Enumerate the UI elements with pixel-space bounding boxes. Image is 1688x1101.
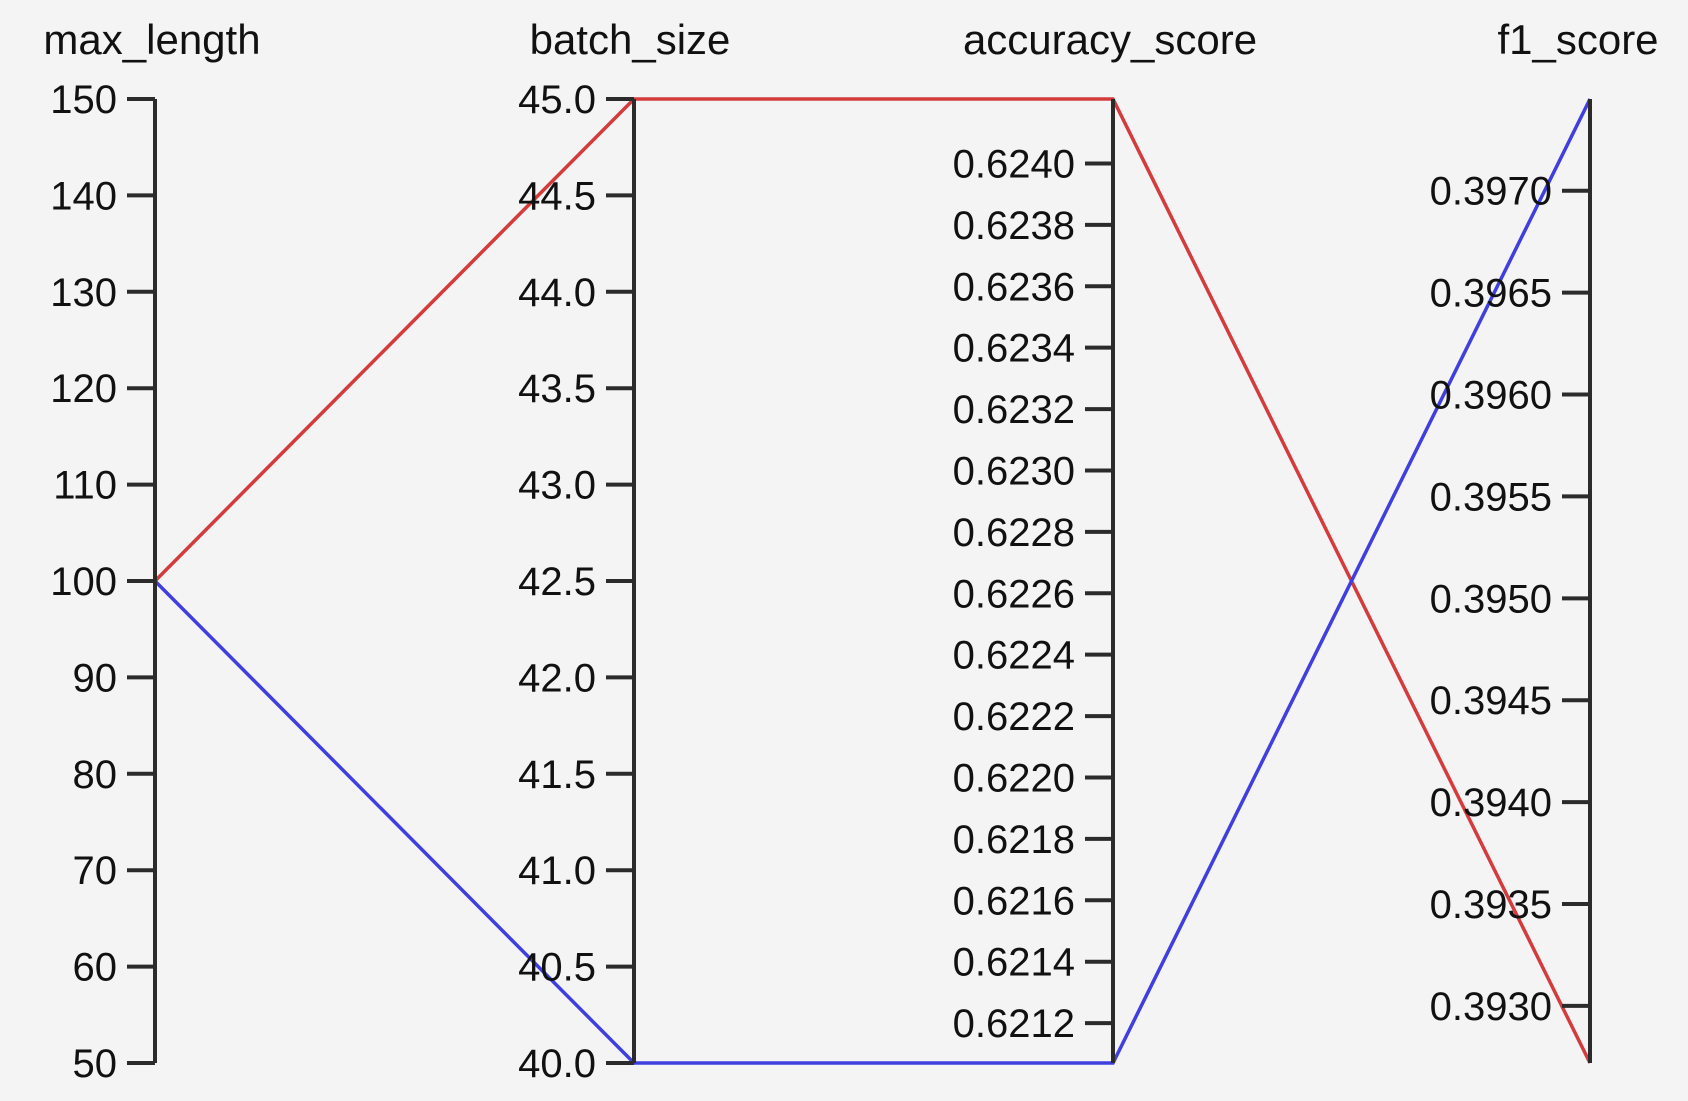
tick-label: 43.0 [518, 464, 596, 508]
tick-label: 0.3950 [1430, 577, 1552, 621]
tick-label: 50 [73, 1042, 118, 1086]
tick-label: 0.3960 [1430, 374, 1552, 418]
axis-accuracy-score: accuracy_score 0.6212 0.6214 0.6216 0.6218 0.… [953, 16, 1257, 1063]
axis-title: batch_size [530, 16, 731, 63]
tick-label: 0.6228 [953, 511, 1075, 555]
axis-title: max_length [43, 16, 260, 63]
tick-label: 41.5 [518, 753, 596, 797]
tick-label: 40.5 [518, 946, 596, 990]
tick-label: 42.5 [518, 560, 596, 604]
tick-label: 45.0 [518, 78, 596, 122]
tick-label: 42.0 [518, 656, 596, 700]
tick-label: 0.3935 [1430, 883, 1552, 927]
axes: max_length 50 60 70 80 90 100 110 120 130 140 150 ba… [43, 16, 1658, 1086]
tick-label: 44.0 [518, 271, 596, 315]
tick-label: 0.6236 [953, 265, 1075, 309]
tick-label: 70 [73, 849, 118, 893]
tick-label: 41.0 [518, 849, 596, 893]
tick-label: 0.3940 [1430, 781, 1552, 825]
tick-label: 44.5 [518, 174, 596, 218]
axis-max-length: max_length 50 60 70 80 90 100 110 120 130 140 150 [43, 16, 260, 1086]
tick-label: 150 [50, 78, 117, 122]
axis-title: f1_score [1497, 16, 1658, 63]
tick-label: 0.3970 [1430, 170, 1552, 214]
axis-f1-score: f1_score 0.3930 0.3935 0.3940 0.3945 0.3950 0.… [1430, 16, 1659, 1063]
tick-label: 120 [50, 367, 117, 411]
tick-label: 0.3955 [1430, 475, 1552, 519]
series-line-2 [153, 98, 1592, 1065]
tick-label: 0.3930 [1430, 985, 1552, 1029]
tick-label: 140 [50, 174, 117, 218]
tick-label: 110 [53, 464, 117, 508]
tick-label: 0.6214 [953, 941, 1075, 985]
tick-label: 0.6212 [953, 1002, 1075, 1046]
tick-label: 0.6240 [953, 142, 1075, 186]
tick-label: 0.3965 [1430, 272, 1552, 316]
axis-batch-size: batch_size 40.0 40.5 41.0 41.5 42.0 42.5 43.0 43… [518, 16, 730, 1086]
series-line-1 [153, 97, 1592, 1064]
tick-label: 0.6226 [953, 572, 1075, 616]
tick-label: 80 [73, 753, 118, 797]
tick-label: 0.6234 [953, 327, 1075, 371]
tick-label: 0.6216 [953, 879, 1075, 923]
tick-label: 0.6224 [953, 634, 1075, 678]
tick-label: 100 [50, 560, 117, 604]
tick-label: 130 [50, 271, 117, 315]
tick-label: 0.6238 [953, 204, 1075, 248]
tick-label: 0.6220 [953, 756, 1075, 800]
tick-label: 0.6218 [953, 818, 1075, 862]
tick-label: 0.6230 [953, 449, 1075, 493]
tick-label: 40.0 [518, 1042, 596, 1086]
axis-title: accuracy_score [963, 16, 1257, 63]
series-lines [153, 97, 1592, 1065]
tick-label: 0.3945 [1430, 679, 1552, 723]
tick-label: 60 [73, 946, 118, 990]
tick-label: 0.6222 [953, 695, 1075, 739]
tick-label: 43.5 [518, 367, 596, 411]
tick-label: 90 [73, 656, 118, 700]
tick-label: 0.6232 [953, 388, 1075, 432]
